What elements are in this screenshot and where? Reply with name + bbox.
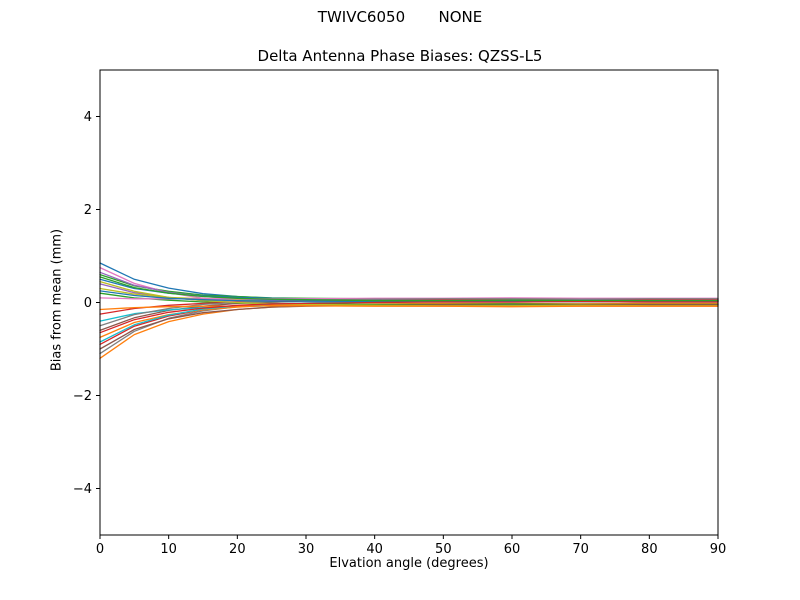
x-tick-label: 90 (710, 542, 727, 557)
x-tick-label: 20 (229, 542, 246, 557)
y-tick-label: −4 (73, 482, 92, 497)
series-line-sat-19 (99, 280, 719, 307)
x-tick-label: 80 (641, 542, 658, 557)
x-tick-label: 30 (298, 542, 315, 557)
series-line-sat-15 (99, 271, 719, 303)
x-tick-label: 10 (160, 542, 177, 557)
x-tick-label: 70 (572, 542, 589, 557)
y-tick-label: −2 (73, 389, 92, 404)
y-tick-label: 4 (84, 110, 92, 125)
x-tick-label: 50 (435, 542, 452, 557)
x-tick-label: 60 (504, 542, 521, 557)
y-tick-label: 0 (84, 296, 92, 311)
y-tick-label: 2 (84, 203, 92, 218)
series-line-sat-24 (99, 300, 719, 334)
chart-title: Delta Antenna Phase Biases: QZSS-L5 (257, 47, 543, 65)
figure-suptitle: TWIVC6050 NONE (317, 8, 483, 26)
x-tick-label: 0 (96, 542, 104, 557)
series-line-sat-23 (99, 276, 719, 302)
series-line-sat-22 (99, 305, 719, 311)
x-axis-label: Elvation angle (degrees) (329, 556, 489, 571)
x-tick-label: 40 (366, 542, 383, 557)
